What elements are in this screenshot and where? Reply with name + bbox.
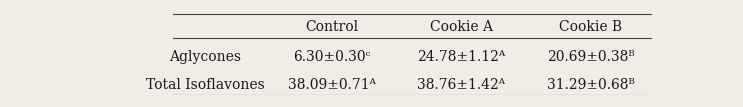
Text: 38.09±0.71ᴬ: 38.09±0.71ᴬ <box>288 78 376 92</box>
Text: Cookie B: Cookie B <box>559 20 623 34</box>
Text: 31.29±0.68ᴮ: 31.29±0.68ᴮ <box>547 78 635 92</box>
Text: Control: Control <box>305 20 358 34</box>
Text: Total Isoflavones: Total Isoflavones <box>146 78 265 92</box>
Text: 20.69±0.38ᴮ: 20.69±0.38ᴮ <box>547 50 635 64</box>
Text: Aglycones: Aglycones <box>169 50 241 64</box>
Text: 6.30±0.30ᶜ: 6.30±0.30ᶜ <box>293 50 371 64</box>
Text: Cookie A: Cookie A <box>430 20 493 34</box>
Text: 38.76±1.42ᴬ: 38.76±1.42ᴬ <box>418 78 505 92</box>
Text: 24.78±1.12ᴬ: 24.78±1.12ᴬ <box>418 50 505 64</box>
